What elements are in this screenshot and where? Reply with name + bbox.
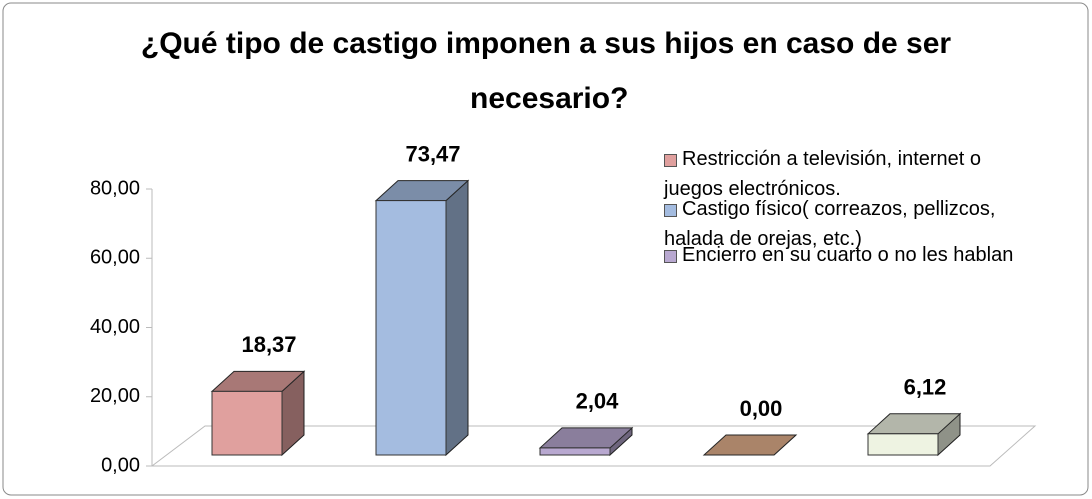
bar <box>375 200 447 456</box>
bar <box>211 390 283 456</box>
y-tick-label: 20,00 <box>90 385 140 407</box>
legend-swatch <box>664 250 677 263</box>
bar-side <box>445 179 469 457</box>
bar <box>539 447 611 456</box>
bar <box>867 433 939 456</box>
legend-swatch <box>664 154 677 167</box>
y-tick-label: 80,00 <box>90 177 140 199</box>
y-tick-label: 40,00 <box>90 316 140 338</box>
legend-label: Encierro en su cuarto o no les hablan <box>682 244 1014 266</box>
value-label: 73,47 <box>405 141 460 166</box>
legend-label: Restricción a televisión, internet o jue… <box>664 148 982 200</box>
y-tick-label: 0,00 <box>101 454 140 476</box>
floor <box>150 425 1037 467</box>
chart-title: ¿Qué tipo de castigo imponen a sus hijos… <box>140 27 952 60</box>
value-label: 18,37 <box>241 332 296 357</box>
legend-label: Castigo físico( correazos, pellizcos, ha… <box>664 198 996 250</box>
value-label: 0,00 <box>740 396 783 421</box>
y-tick-label: 60,00 <box>90 247 140 269</box>
value-label: 2,04 <box>576 389 620 414</box>
chart-title: necesario? <box>470 82 629 115</box>
legend-swatch <box>664 204 677 217</box>
bar-top <box>702 434 798 456</box>
value-label: 6,12 <box>904 375 947 400</box>
